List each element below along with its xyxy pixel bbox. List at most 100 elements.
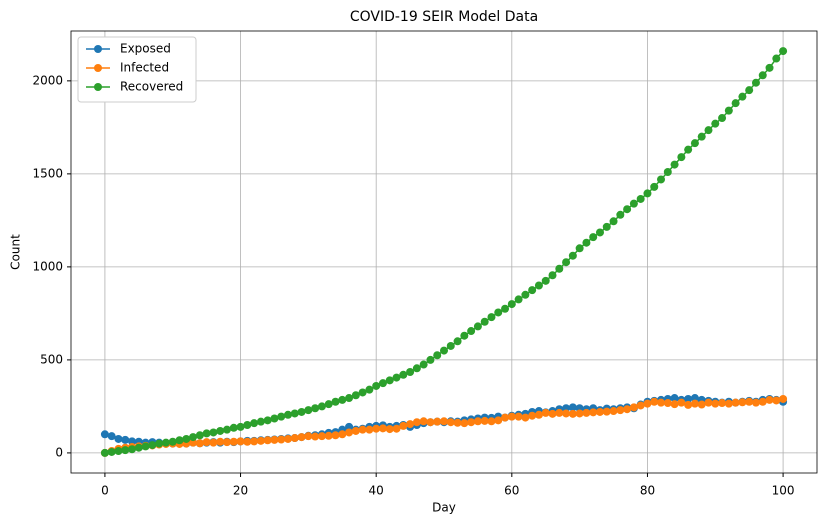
data-point	[745, 397, 754, 406]
data-point	[629, 403, 638, 412]
legend-marker	[94, 83, 102, 91]
data-point	[724, 106, 733, 115]
data-point	[582, 408, 591, 417]
data-point	[229, 423, 238, 432]
data-point	[358, 425, 367, 434]
x-tick-label: 20	[233, 484, 248, 498]
data-point	[338, 395, 347, 404]
data-point	[155, 439, 164, 448]
data-point	[670, 394, 679, 403]
data-point	[134, 443, 143, 452]
data-point	[718, 114, 727, 123]
data-point	[365, 385, 374, 394]
data-point	[684, 145, 693, 154]
data-point	[657, 175, 666, 184]
data-point	[324, 400, 333, 409]
data-point	[724, 399, 733, 408]
data-point	[650, 182, 659, 191]
data-point	[378, 379, 387, 388]
data-point	[331, 431, 340, 440]
data-point	[521, 290, 530, 299]
data-point	[317, 432, 326, 441]
data-point	[148, 441, 157, 450]
data-point	[623, 405, 632, 414]
data-point	[779, 394, 788, 403]
data-point	[636, 194, 645, 203]
data-point	[324, 431, 333, 440]
y-tick-label: 1000	[32, 259, 63, 273]
data-point	[487, 313, 496, 322]
x-tick-label: 80	[640, 484, 655, 498]
data-point	[758, 71, 767, 80]
data-point	[141, 442, 150, 451]
data-point	[595, 228, 604, 237]
data-point	[562, 409, 571, 418]
data-point	[107, 432, 116, 441]
data-point	[426, 418, 435, 427]
data-point	[663, 168, 672, 177]
data-point	[372, 424, 381, 433]
data-point	[507, 300, 516, 309]
data-point	[229, 437, 238, 446]
data-point	[629, 199, 638, 208]
data-point	[616, 406, 625, 415]
data-point	[345, 422, 354, 431]
data-point	[277, 435, 286, 444]
data-point	[473, 322, 482, 331]
data-point	[568, 403, 577, 412]
data-point	[745, 86, 754, 95]
data-point	[290, 434, 299, 443]
legend-box	[77, 36, 197, 103]
data-point	[751, 78, 760, 87]
data-point	[440, 346, 448, 355]
data-point	[501, 304, 510, 313]
data-point	[209, 428, 218, 437]
data-point	[121, 435, 130, 444]
legend-label: Recovered	[120, 80, 183, 94]
data-point	[243, 421, 252, 430]
data-point	[718, 399, 727, 408]
data-point	[623, 205, 632, 214]
data-point	[250, 437, 259, 446]
data-point	[304, 432, 313, 441]
data-point	[684, 400, 693, 409]
data-point	[460, 419, 469, 428]
y-tick-label: 500	[40, 352, 63, 366]
data-point	[568, 251, 577, 260]
data-point	[602, 407, 611, 416]
data-point	[446, 341, 455, 350]
data-point	[419, 360, 428, 369]
data-point	[345, 394, 354, 403]
data-point	[501, 413, 510, 422]
data-point	[378, 424, 387, 433]
data-point	[222, 425, 231, 434]
data-point	[528, 411, 537, 420]
data-point	[772, 54, 781, 63]
data-point	[446, 418, 455, 427]
data-point	[772, 396, 781, 405]
data-point	[256, 417, 265, 426]
data-point	[161, 438, 170, 447]
data-point	[392, 424, 401, 433]
data-point	[385, 376, 394, 385]
data-point	[202, 438, 211, 447]
data-point	[236, 437, 245, 446]
data-point	[473, 417, 482, 426]
data-point	[480, 416, 489, 425]
plot-frame	[70, 30, 818, 474]
data-point	[575, 244, 584, 253]
data-point	[609, 217, 618, 226]
data-point	[765, 63, 774, 72]
data-point	[575, 409, 584, 418]
data-point	[738, 92, 747, 101]
data-point	[677, 398, 686, 407]
data-point	[467, 327, 476, 336]
data-point	[528, 286, 537, 295]
data-point	[128, 437, 137, 446]
data-point	[731, 99, 740, 108]
data-point	[690, 394, 699, 403]
data-point	[195, 439, 204, 448]
data-point	[256, 436, 265, 445]
data-point	[406, 420, 415, 429]
data-point	[494, 416, 503, 425]
